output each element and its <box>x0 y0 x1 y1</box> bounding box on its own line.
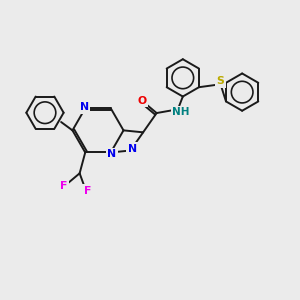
Text: N: N <box>128 143 137 154</box>
Text: F: F <box>84 186 91 196</box>
Text: N: N <box>80 102 89 112</box>
Text: O: O <box>138 96 147 106</box>
Text: N: N <box>107 149 116 159</box>
Text: NH: NH <box>172 107 190 117</box>
Text: S: S <box>217 76 224 86</box>
Text: F: F <box>60 181 68 191</box>
